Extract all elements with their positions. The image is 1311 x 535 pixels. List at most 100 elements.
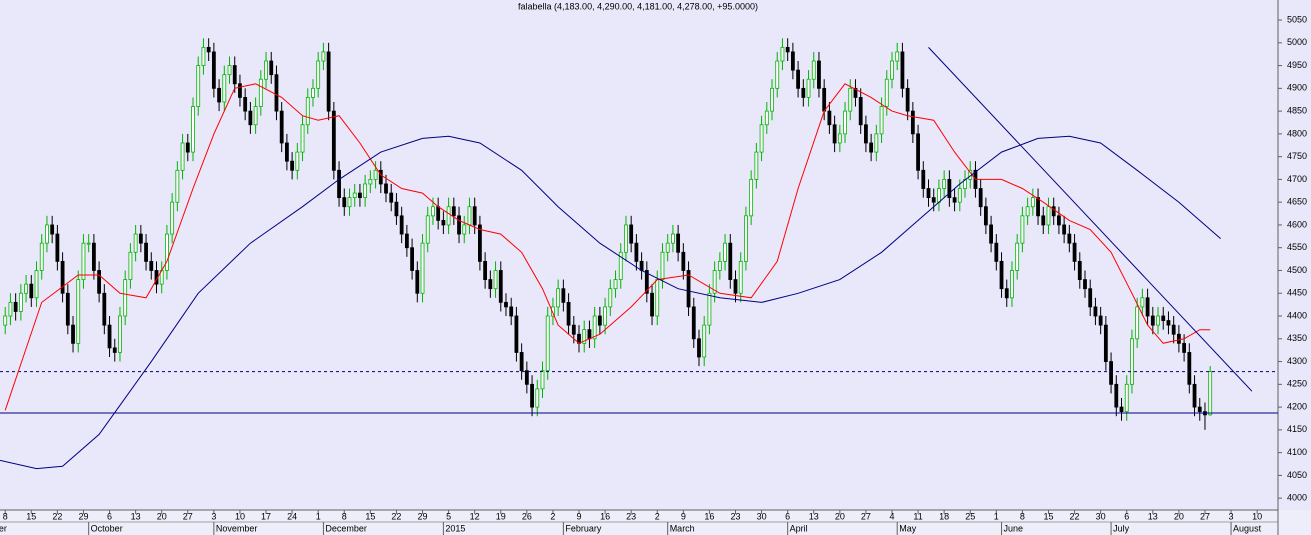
month-label: mber	[0, 523, 7, 533]
candle-body	[597, 315, 602, 326]
candle-body	[384, 183, 388, 194]
indicator-line	[928, 47, 1253, 392]
candle-body	[509, 306, 514, 317]
y-tick-label: 4100	[1287, 447, 1307, 457]
candle-body	[321, 51, 326, 62]
candle-body	[65, 292, 70, 326]
y-tick-label: 4250	[1287, 379, 1307, 389]
candle-body	[342, 197, 347, 208]
candle-body	[347, 197, 352, 208]
candle-body	[634, 242, 639, 262]
candle-body	[1025, 206, 1030, 217]
candle-body	[697, 338, 701, 358]
x-tick-label: 8	[1020, 511, 1025, 521]
candle-body	[1077, 260, 1082, 280]
candle-body	[394, 201, 399, 217]
candle-body	[1098, 315, 1103, 326]
candle-body	[848, 87, 853, 112]
x-tick-label: 12	[470, 511, 480, 521]
x-tick-label: 24	[287, 511, 297, 521]
candle-body	[1140, 297, 1145, 308]
candle-body	[733, 279, 738, 294]
candle-body	[676, 233, 681, 253]
y-tick-label: 5050	[1287, 14, 1307, 24]
candle-body	[603, 306, 607, 326]
candle-body	[895, 51, 900, 62]
candle-body	[467, 206, 472, 226]
candle-body	[931, 197, 936, 203]
candle-body	[1010, 270, 1014, 299]
candle-body	[76, 279, 81, 344]
candle-body	[1171, 324, 1176, 335]
candle-body	[837, 133, 842, 144]
candle-body	[1166, 320, 1171, 326]
x-tick-label: 15	[1043, 511, 1053, 521]
candle-body	[243, 97, 248, 112]
x-tick-label: 5	[446, 511, 451, 521]
candle-body	[921, 169, 926, 189]
y-tick-label: 4700	[1287, 174, 1307, 184]
candle-body	[660, 251, 665, 280]
month-label: July	[1113, 523, 1130, 533]
candle-body	[566, 301, 571, 326]
candle-body	[60, 260, 65, 294]
y-tick-label: 4800	[1287, 128, 1307, 138]
candle-body	[123, 279, 128, 317]
candle-body	[180, 142, 185, 171]
month-label: August	[1233, 523, 1262, 533]
candle-body	[790, 51, 795, 71]
candle-body	[671, 233, 675, 244]
y-tick-label: 4750	[1287, 151, 1307, 161]
candle-body	[712, 270, 717, 294]
x-tick-label: 15	[26, 511, 36, 521]
candle-body	[1109, 361, 1113, 385]
candle-body	[806, 78, 811, 98]
candle-body	[1088, 288, 1093, 308]
candle-body	[644, 270, 649, 294]
candle-body	[1135, 306, 1140, 340]
candle-body	[691, 306, 696, 340]
x-tick-label: 4	[889, 511, 894, 521]
x-tick-label: 13	[131, 511, 141, 521]
y-tick-label: 4500	[1287, 265, 1307, 275]
candle-body	[264, 60, 268, 80]
candle-body	[608, 288, 613, 308]
candle-body	[175, 169, 180, 203]
month-label: April	[790, 523, 808, 533]
candle-body	[613, 279, 618, 290]
x-tick-label: 10	[235, 511, 245, 521]
candle-body	[890, 60, 894, 80]
candle-body	[300, 124, 305, 153]
candle-body	[994, 242, 999, 262]
candle-body	[128, 251, 133, 280]
candle-body	[337, 169, 341, 199]
candle-body	[1030, 197, 1035, 208]
candle-body	[983, 206, 988, 226]
candle-body	[1103, 324, 1108, 362]
candle-body	[884, 78, 889, 107]
candle-body	[191, 106, 195, 153]
month-label: December	[325, 523, 367, 533]
x-tick-label: 25	[965, 511, 975, 521]
candle-body	[723, 242, 727, 262]
candle-body	[817, 60, 821, 89]
x-tick-label: 10	[1252, 511, 1262, 521]
x-tick-label: 22	[391, 511, 401, 521]
x-tick-label: 8	[3, 511, 8, 521]
candle-body	[274, 74, 279, 112]
y-tick-label: 4400	[1287, 310, 1307, 320]
x-tick-label: 23	[730, 511, 740, 521]
y-tick-label: 5000	[1287, 37, 1307, 47]
candle-body	[843, 110, 847, 135]
candle-body	[551, 306, 555, 317]
x-tick-label: 13	[809, 511, 819, 521]
x-tick-label: 20	[835, 511, 845, 521]
candle-body	[462, 224, 467, 235]
candle-body	[483, 260, 488, 280]
x-tick-label: 1	[994, 511, 999, 521]
y-tick-label: 4050	[1287, 470, 1307, 480]
x-tick-label: 6	[785, 511, 790, 521]
candle-body	[415, 270, 420, 294]
candle-body	[530, 383, 534, 408]
